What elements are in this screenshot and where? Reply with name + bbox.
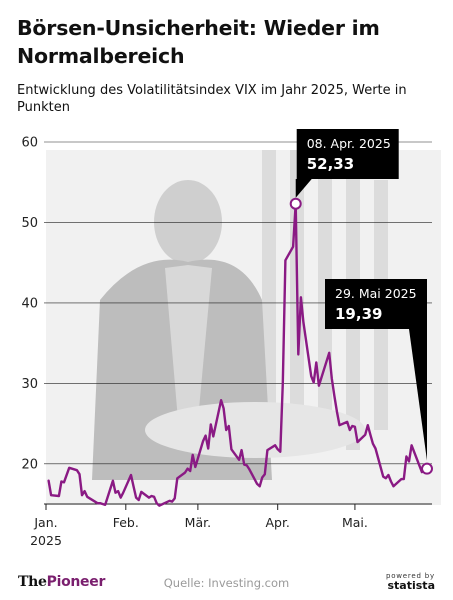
callout-value-label: 52,33: [307, 155, 354, 173]
highlight-point: [421, 462, 433, 475]
photo-flowers: [145, 402, 365, 458]
y-tick-label: 40: [21, 296, 38, 311]
chart-subtitle: Entwicklung des Volatilitätsindex VIX im…: [17, 83, 407, 115]
statista-logo: powered by statista: [386, 571, 435, 591]
brand-name: Pioneer: [46, 574, 106, 590]
series-layer: [47, 202, 429, 507]
chart-title: Börsen-Unsicherheit: Wieder im Normalber…: [17, 16, 380, 68]
brand-prefix: The: [18, 574, 47, 590]
x-tick-label: Apr.: [265, 515, 289, 530]
callout-pointer: [409, 329, 427, 461]
photo-person-shirt: [165, 265, 212, 420]
x-tick-sublabel: 2025: [30, 533, 62, 548]
y-tick-label: 60: [21, 136, 38, 151]
callout-layer: 08. Apr. 2025 52,33 29. Mai 2025 19,39: [289, 129, 433, 475]
y-tick-label: 50: [21, 216, 38, 231]
x-tick-label: Jan.: [33, 515, 57, 530]
callout-value-label: 19,39: [335, 305, 382, 323]
y-axis-ticks: 20 30 40 50 60: [21, 136, 38, 473]
callout-date-label: 08. Apr. 2025: [307, 136, 391, 151]
x-axis-ticks: Jan. 2025 Feb. Mär. Apr. Mai.: [30, 504, 368, 548]
x-tick-label: Feb.: [113, 515, 139, 530]
y-tick-label: 20: [21, 457, 38, 472]
callout-pointer: [295, 179, 312, 198]
source-note: Quelle: Investing.com: [163, 576, 290, 590]
x-tick-label: Mai.: [342, 515, 368, 530]
flag-stripe: [262, 150, 276, 430]
vix-series-line: [47, 202, 429, 507]
y-tick-label: 30: [21, 377, 38, 392]
callout-box: [325, 279, 427, 329]
photo-person-head: [154, 180, 222, 264]
highlight-point: [289, 197, 302, 210]
callout-date-label: 29. Mai 2025: [335, 286, 417, 301]
x-tick-label: Mär.: [185, 515, 211, 530]
brand-logo: ThePioneer: [18, 574, 105, 590]
statista-name: statista: [387, 579, 436, 592]
callout-box: [296, 129, 399, 179]
powered-by-label: powered by: [385, 572, 435, 580]
